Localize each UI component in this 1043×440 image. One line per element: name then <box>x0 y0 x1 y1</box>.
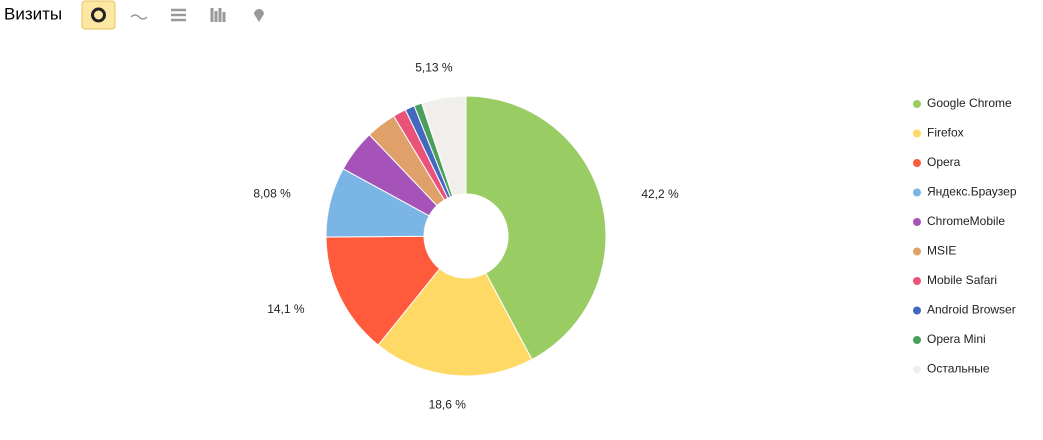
pie-slice <box>325 235 441 346</box>
legend-label: Android Browser <box>927 303 1016 317</box>
legend-marker <box>913 247 921 256</box>
pie-button[interactable] <box>81 0 116 30</box>
legend-label: ChromeMobile <box>927 214 1005 228</box>
toolbar <box>81 0 264 30</box>
legend-label: Opera <box>927 155 961 169</box>
legend-label: Яндекс.Браузер <box>927 185 1017 199</box>
legend-marker <box>913 365 921 374</box>
legend-marker <box>913 277 921 285</box>
legend-label: MSIE <box>927 244 956 258</box>
legend-marker <box>913 159 921 167</box>
legend-marker <box>913 336 921 344</box>
legend-label: Google Chrome <box>927 96 1012 110</box>
legend-label: Opera Mini <box>927 332 986 346</box>
legend-label: Остальные <box>927 362 990 376</box>
data-label: 5,13 % <box>415 60 453 74</box>
bar-button[interactable] <box>210 8 226 22</box>
line-button[interactable] <box>130 14 148 20</box>
legend-label: Mobile Safari <box>927 273 997 287</box>
legend-marker <box>913 306 921 315</box>
legend-marker <box>913 218 921 226</box>
map-button[interactable] <box>254 9 264 22</box>
chart-title: Визиты <box>4 4 62 23</box>
legend-marker <box>913 188 921 197</box>
pie-slice <box>377 268 533 377</box>
data-label: 14,1 % <box>267 302 305 316</box>
data-label: 42,2 % <box>641 187 679 201</box>
legend-label: Firefox <box>927 126 964 140</box>
pie-slice <box>421 95 467 197</box>
pie-icon <box>91 7 106 23</box>
data-label: 8,08 % <box>253 187 291 201</box>
data-label: 18,6 % <box>429 397 467 411</box>
pie-slice <box>465 95 607 361</box>
legend-marker <box>913 129 921 138</box>
legend-marker <box>913 100 921 108</box>
area-button[interactable] <box>171 8 186 22</box>
